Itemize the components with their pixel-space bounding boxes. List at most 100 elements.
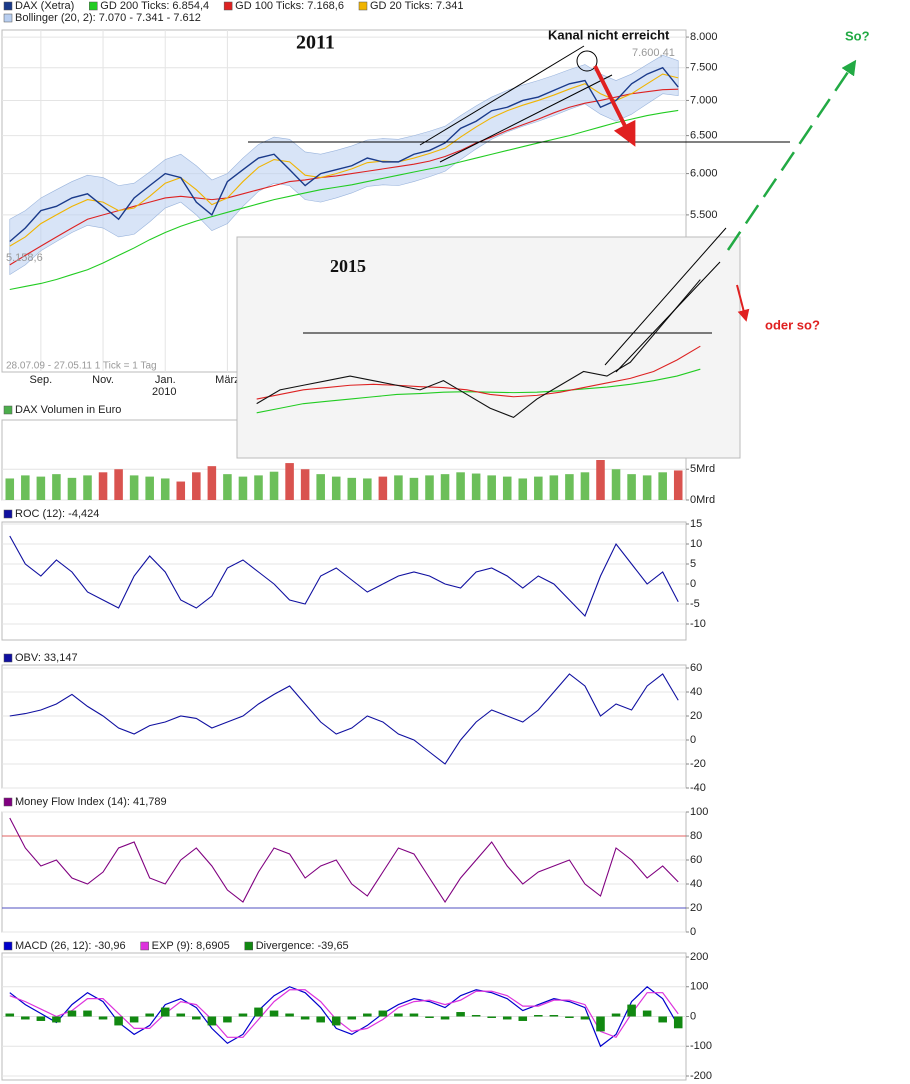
legend-label: Money Flow Index (14): 41,789 — [15, 796, 167, 808]
bar — [440, 474, 450, 500]
line — [9, 535, 679, 617]
line — [256, 279, 701, 419]
bar — [487, 475, 496, 500]
bar — [425, 475, 434, 500]
bar — [394, 475, 403, 500]
x-tick-label: März — [215, 374, 239, 386]
bar — [5, 1013, 15, 1017]
y-tick-label: 100 — [690, 981, 708, 993]
bar — [425, 1016, 434, 1018]
line — [9, 109, 679, 291]
line — [9, 673, 679, 765]
bar — [21, 475, 30, 500]
bar — [316, 1016, 325, 1023]
x-tick-label: Sep. — [30, 374, 53, 386]
bar — [52, 1016, 61, 1023]
y-tick-label: 20 — [690, 710, 702, 722]
bar — [596, 460, 605, 500]
bar — [269, 1010, 279, 1017]
y-tick-label: -40 — [690, 782, 706, 794]
legend-swatch — [3, 941, 13, 951]
y-tick-label: 0 — [690, 578, 696, 590]
bar — [207, 466, 217, 500]
y-tick-label: 6.000 — [690, 168, 718, 180]
y-tick-label: 60 — [690, 662, 702, 674]
bar — [5, 478, 15, 500]
legend-label: DAX Volumen in Euro — [15, 404, 121, 416]
green-arrow — [726, 59, 857, 251]
bar — [378, 476, 388, 500]
bar — [316, 474, 325, 500]
y-tick-label: 5Mrd — [690, 463, 715, 475]
annotation: 5.158,6 — [6, 252, 43, 264]
y-tick-label: 6.500 — [690, 130, 718, 142]
bar — [502, 476, 512, 500]
bar — [21, 1016, 30, 1020]
channel-line — [439, 74, 613, 163]
bar — [456, 1012, 465, 1017]
bar — [331, 476, 341, 500]
legend-label: EXP (9): 8,6905 — [152, 940, 230, 952]
bar — [440, 1016, 450, 1020]
bar — [300, 469, 310, 500]
bar — [534, 1015, 543, 1017]
panel-frame — [1, 664, 687, 789]
bar — [642, 475, 652, 500]
line — [9, 66, 679, 243]
charts: 5.500 6.000 6.500 7.000 7.500 8.000 Sep. Nov. Ja… — [1, 0, 870, 1082]
bar — [471, 1015, 481, 1017]
bar — [254, 475, 263, 500]
bar — [285, 1013, 294, 1017]
bar — [565, 474, 574, 500]
bar — [658, 472, 667, 500]
bar — [518, 1016, 528, 1021]
bar — [673, 1016, 683, 1029]
bar — [580, 1016, 590, 1020]
y-tick-label: -20 — [690, 758, 706, 770]
bar — [409, 1013, 419, 1017]
bar — [176, 1013, 186, 1017]
y-tick-label: 0Mrd — [690, 494, 715, 506]
legend-swatch — [3, 653, 13, 663]
y-tick-label: 0 — [690, 926, 696, 938]
y-tick-label: 0 — [690, 734, 696, 746]
bar — [238, 1013, 248, 1017]
annotation: So? — [845, 28, 870, 43]
annotation: 28.07.09 - 27.05.11 1 Tick = 1 Tag — [6, 361, 157, 372]
bar — [207, 1016, 217, 1026]
bar — [487, 1016, 496, 1018]
legend-swatch — [3, 405, 13, 415]
legend-swatch — [358, 1, 368, 11]
legend-swatch — [223, 1, 233, 11]
legend-label: GD 100 Ticks: 7.168,6 — [235, 0, 344, 12]
bar — [409, 477, 419, 500]
bar — [363, 478, 372, 500]
y-tick-label: -100 — [690, 1040, 712, 1052]
bar — [129, 475, 139, 500]
bar — [518, 478, 528, 500]
bar — [300, 1016, 310, 1020]
legend-label: ROC (12): -4,424 — [15, 508, 99, 520]
y-tick-label: -10 — [690, 618, 706, 630]
bar — [673, 470, 683, 500]
bar — [627, 1004, 636, 1017]
bar — [534, 476, 543, 500]
channel-line — [419, 45, 585, 146]
y-tick-label: 8.000 — [690, 31, 718, 43]
bar — [347, 477, 357, 500]
red-arrow — [736, 284, 750, 322]
y-tick-label: 15 — [690, 518, 702, 530]
bar — [192, 472, 201, 500]
legend-swatch — [3, 1, 13, 11]
bar — [67, 1010, 77, 1017]
bar — [238, 476, 248, 500]
annotation-drawing — [248, 45, 857, 373]
bar — [98, 1016, 108, 1020]
bar — [83, 475, 92, 500]
bar — [160, 478, 170, 500]
legend-label: GD 20 Ticks: 7.341 — [370, 0, 464, 12]
bar — [580, 472, 590, 500]
annotation: 7.600,41 — [632, 47, 675, 59]
legend-label: OBV: 33,147 — [15, 652, 78, 664]
